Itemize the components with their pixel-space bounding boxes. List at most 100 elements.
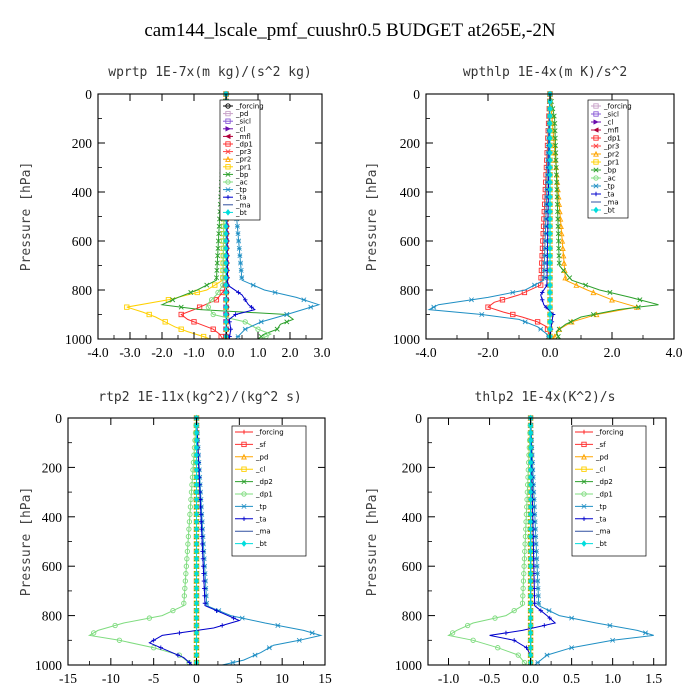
panel-2-series-bp-point [556, 253, 562, 259]
panel-3-series-ta-point [200, 541, 205, 547]
panel-3-xtick-label: -15 [59, 671, 77, 686]
panel-4-series-tp-point [544, 652, 550, 658]
panel-3-series-bt-point [193, 533, 200, 540]
panel-1-series-tp-point [284, 312, 290, 317]
panel-4-series-dp1-point [523, 526, 529, 532]
panel-2-series-bt-point [547, 281, 553, 289]
panel-2-series-tp-point [468, 297, 474, 303]
panel-1-legend-label: _dp1 [235, 141, 253, 149]
panel-3-xtick-label: 10 [275, 671, 289, 686]
panel-2-series-ta-point [540, 290, 545, 295]
panel-4-series-bt-point [528, 585, 534, 592]
panel-4-series-tp-point [610, 637, 616, 643]
panel-1-series-tp-point [250, 282, 256, 288]
panel-2-series-bp-point [554, 179, 560, 185]
panel-3-series-dp1-point [184, 548, 191, 555]
panel-4-series-bt-point [528, 466, 534, 474]
panel-2-series-bp-point [552, 120, 558, 126]
panel-1-legend-label: _bt [235, 209, 247, 217]
panel-1-series-bt-point [223, 252, 229, 259]
panel-4-series-bt-point [528, 562, 534, 570]
panel-3-series-bt-point [193, 444, 200, 451]
panel-4-series-ta-point [547, 615, 552, 621]
panel-4-legend-label: _dp2 [595, 478, 613, 486]
panel-2-legend-label: _ac [603, 175, 616, 183]
panel-2-series-bp-point [556, 326, 562, 332]
panel-1-series-ta-point [249, 304, 254, 310]
panel-1-series-tp-point [258, 319, 264, 325]
panel-2-series-bt-point [547, 223, 553, 230]
panel-3-series-dp1-point [185, 541, 191, 547]
panel-3-series-dp1-point [186, 526, 192, 532]
panel-1-series-dp1-point [191, 319, 197, 325]
panel-3-series-bt-point [193, 607, 200, 614]
panel-1-legend: _forcing_pd_sicl_cl_mfl_dp1_pr3_pr2_pr1_… [219, 99, 264, 221]
panel-1-series-tp-point [237, 253, 243, 259]
panel-1-series-bt-point [223, 281, 229, 289]
panel-4-series-bt-point [528, 488, 534, 496]
panel-4-ytick-label: 0 [415, 411, 422, 426]
panel-1-series-tp-point [234, 223, 240, 229]
panel-3-ytick-label: 800 [42, 609, 63, 624]
panel-3-legend-marker [241, 479, 247, 485]
panel-1-series-ta-point [236, 290, 241, 295]
panel-4-series-bt-point [528, 481, 534, 488]
panel-4-series-ta-point [538, 608, 544, 613]
panel-1-series-ta-point [228, 327, 233, 332]
panel-1-series-bp-point [170, 297, 176, 303]
panel-1: wprtp 1E-7x(m kg)/(s^2 kg) Pressure [hPa]… [19, 65, 331, 360]
panel-2-ytick-label: 800 [400, 283, 421, 298]
panel-3-series-bt-point [193, 473, 200, 481]
panel-3-ytick-label: 400 [42, 510, 63, 525]
panel-3-legend-label: _pd [255, 453, 268, 461]
panel-2-series-bt-point [547, 171, 553, 179]
panel-2-series-bp-point [567, 275, 573, 281]
panel-3-legend-label: _forcing [255, 429, 284, 437]
panel-2-series-bp-point [635, 304, 641, 310]
panel-3-xtick-label: -10 [102, 671, 120, 686]
panel-2-legend-label: _pr3 [603, 143, 619, 151]
panel-4-series-ta-point [524, 645, 529, 650]
panel-4-series-bt-point [528, 555, 534, 563]
panel-3-series-ta-point [199, 534, 205, 539]
panel-2-series-pr2-point [552, 156, 559, 163]
panel-1-series-pr1-point [146, 311, 152, 318]
panel-3-series-bt-point [193, 451, 200, 459]
panel-3-series-bt-point [193, 525, 200, 533]
panel-3-series-dp1-point [187, 511, 193, 517]
panel-4-xtick-label: -0.5 [479, 671, 501, 686]
panel-4-legend-marker [581, 441, 587, 448]
panel-1-series-bp-point [188, 289, 194, 295]
panel-1-xtick-label: 3.0 [314, 345, 331, 360]
panel-2-series-dp1-point [510, 311, 516, 318]
panel-4-series-ta-line [489, 417, 557, 665]
panel-2-ytick-label: 600 [400, 234, 421, 249]
panel-3-series-bt-point [193, 555, 200, 563]
panel-2-series-pr2-point [558, 230, 565, 237]
panel-1-legend-marker [225, 187, 231, 193]
panel-3-series-ta-point [158, 645, 164, 650]
panel-1-xtick-label: -1.0 [183, 345, 205, 360]
panel-3-series-dp1-point [182, 585, 188, 592]
panel-2-legend-marker [593, 111, 599, 117]
panel-3-series-bt-point [193, 503, 200, 511]
panel-3-series-dp1-point [116, 637, 123, 643]
panel-3-series-ta-line [148, 417, 241, 666]
panel-1-series-bp-point [215, 253, 221, 259]
panel-4-xtick-label: -1.0 [438, 671, 460, 686]
panel-1-xtick-label: -4.0 [87, 345, 109, 360]
panel-4-series-ta-point [542, 623, 547, 628]
panel-3-series-ta-point [201, 578, 207, 584]
panel-2-series-bt-point [547, 98, 553, 105]
panel-3-series-bt-point [193, 511, 200, 518]
panel-4-legend-marker [581, 453, 587, 460]
panel-2-title: wpthlp 1E-4x(m K)/s^2 [463, 65, 627, 80]
panel-4-series-bt-point [528, 614, 534, 622]
panel-4-series-bt-point [528, 548, 534, 555]
panel-4-series-tp-point [643, 630, 648, 636]
panel-2-series-bt [547, 90, 553, 340]
panel-4-series-tp-point [569, 615, 575, 621]
panel-3-legend-label: _dp1 [255, 491, 273, 499]
panel-2-series-bp-point [552, 128, 558, 134]
panel-2-series-bp-point [555, 216, 561, 222]
